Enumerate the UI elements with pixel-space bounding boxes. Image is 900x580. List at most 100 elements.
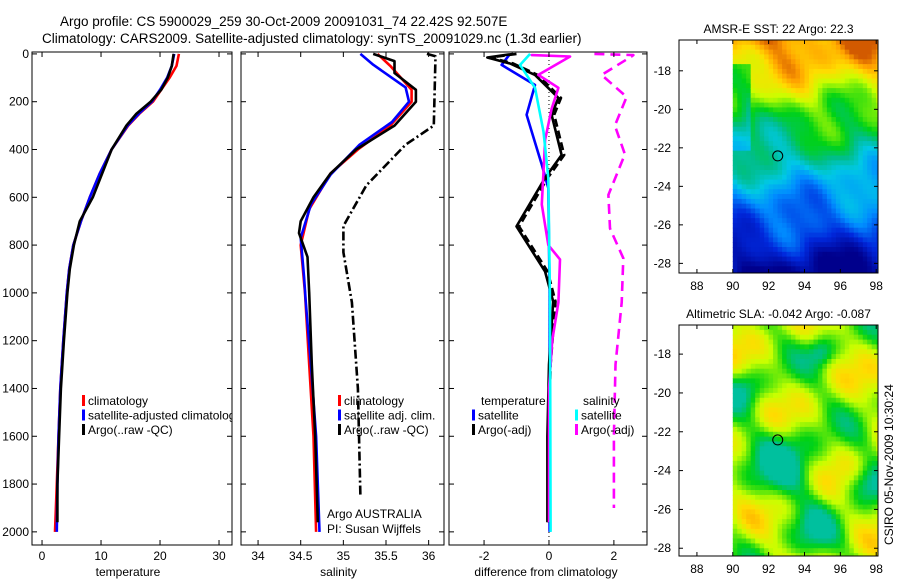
heatmap-cell: [795, 426, 801, 433]
heatmap-cell: [741, 160, 747, 166]
heatmap-cell: [804, 524, 810, 530]
heatmap-cell: [844, 64, 850, 70]
heatmap-cell: [737, 514, 743, 520]
heatmap-cell: [853, 251, 859, 258]
heatmap-cell: [835, 392, 841, 399]
heatmap-cell: [858, 402, 864, 409]
heatmap-cell: [849, 93, 855, 99]
heatmap-cell: [867, 88, 873, 94]
heatmap-cell: [768, 102, 774, 108]
heatmap-cell: [755, 203, 761, 210]
heatmap-cell: [804, 446, 810, 452]
heatmap-cell: [732, 426, 738, 433]
heatmap-cell: [782, 131, 788, 137]
heatmap-cell: [858, 141, 864, 147]
heatmap-cell: [822, 339, 828, 346]
heatmap-cell: [800, 329, 806, 336]
heatmap-cell: [759, 184, 765, 190]
heatmap-cell: [853, 222, 859, 229]
heatmap-cell: [804, 494, 810, 501]
heatmap-cell: [813, 480, 819, 486]
heatmap-cell: [813, 359, 819, 365]
heatmap-cell: [795, 218, 801, 224]
heatmap-cell: [732, 59, 738, 65]
heatmap-cell: [826, 373, 832, 379]
heatmap-cell: [755, 392, 761, 399]
heatmap-cell: [858, 136, 864, 142]
heatmap-cell: [782, 412, 788, 418]
heatmap-cell: [817, 363, 823, 370]
heatmap-cell: [768, 407, 774, 413]
heatmap-cell: [755, 456, 761, 462]
heatmap-cell: [746, 426, 752, 433]
heatmap-cell: [844, 102, 850, 108]
heatmap-cell: [732, 388, 738, 394]
heatmap-cell: [791, 504, 797, 511]
heatmap-cell: [777, 126, 783, 133]
heatmap-cell: [826, 465, 832, 472]
heatmap-cell: [804, 431, 810, 438]
heatmap-cell: [849, 436, 855, 443]
heatmap-cell: [831, 524, 837, 530]
heatmap-cell: [831, 141, 837, 147]
heatmap-cell: [764, 150, 770, 157]
heatmap-cell: [773, 475, 779, 481]
heatmap-cell: [849, 73, 855, 80]
heatmap-cell: [737, 519, 743, 525]
heatmap-cell: [768, 141, 774, 147]
heatmap-cell: [858, 325, 864, 331]
heatmap-cell: [876, 44, 878, 51]
heatmap-cell: [804, 456, 810, 462]
heatmap-cell: [777, 83, 783, 89]
heatmap-cell: [809, 218, 815, 224]
heatmap-cell: [800, 422, 806, 428]
heatmap-cell: [831, 388, 837, 394]
heatmap-cell: [809, 470, 815, 477]
heatmap-cell: [755, 184, 761, 190]
heatmap-cell: [737, 349, 743, 355]
heatmap-cell: [755, 460, 761, 467]
heatmap-cell: [795, 121, 801, 128]
heatmap-cell: [795, 170, 801, 176]
heatmap-cell: [746, 392, 752, 399]
heatmap-cell: [791, 354, 797, 360]
heatmap-cell: [732, 145, 738, 152]
heatmap-cell: [777, 68, 783, 75]
heatmap-cell: [750, 329, 756, 336]
heatmap-cell: [755, 126, 761, 133]
heatmap-cell: [862, 44, 868, 51]
heatmap-cell: [804, 155, 810, 161]
heatmap-cell: [826, 349, 832, 355]
heatmap-cell: [764, 160, 770, 166]
heatmap-cell: [826, 44, 832, 51]
heatmap-cell: [750, 40, 756, 46]
heatmap-cell: [826, 436, 832, 443]
heatmap-cell: [862, 431, 868, 438]
heatmap-cell: [809, 256, 815, 262]
heatmap-cell: [840, 170, 846, 176]
heatmap-cell: [871, 222, 877, 229]
heatmap-cell: [822, 102, 828, 108]
heatmap-cell: [782, 68, 788, 75]
heatmap-cell: [773, 436, 779, 443]
heatmap-cell: [835, 334, 841, 341]
heatmap-cell: [759, 441, 765, 447]
heatmap-cell: [853, 145, 859, 152]
heatmap-cell: [831, 78, 837, 84]
heatmap-cell: [800, 533, 806, 540]
heatmap-cell: [768, 528, 774, 535]
heatmap-cell: [737, 543, 743, 549]
heatmap-cell: [804, 373, 810, 379]
heatmap-cell: [853, 431, 859, 438]
heatmap-cell: [795, 102, 801, 108]
heatmap-cell: [755, 242, 761, 248]
heatmap-cell: [737, 213, 743, 219]
heatmap-cell: [826, 174, 832, 181]
heatmap-cell: [782, 102, 788, 108]
heatmap-cell: [746, 402, 752, 409]
heatmap-cell: [764, 266, 770, 272]
heatmap-cell: [844, 494, 850, 501]
heatmap-cell: [844, 485, 850, 491]
heatmap-cell: [822, 88, 828, 94]
heatmap-cell: [791, 155, 797, 161]
